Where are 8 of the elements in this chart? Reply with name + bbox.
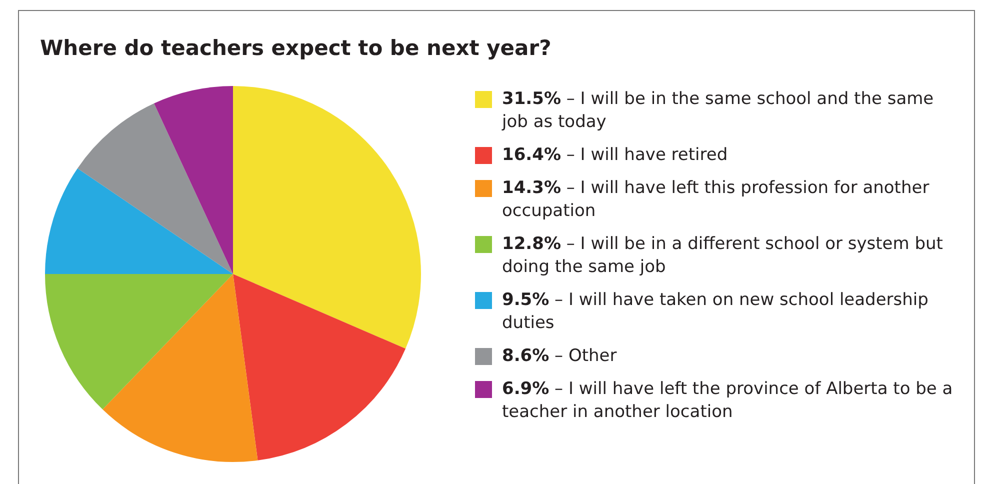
legend-label: 16.4% – I will have retired bbox=[502, 144, 728, 167]
legend-label: 12.8% – I will be in a different school or system but doing the same job bbox=[502, 233, 944, 279]
legend-label: 31.5% – I will be in the same school and the same job as today bbox=[502, 88, 935, 134]
chart-title: Where do teachers expect to be next year? bbox=[40, 36, 552, 60]
legend-label: 8.6% – Other bbox=[502, 345, 617, 368]
legend-label: 14.3% – I will have left this profession for another occupation bbox=[502, 177, 930, 223]
legend-label: 6.9% – I will have left the province of Alberta to be a teacher in another location bbox=[502, 378, 954, 424]
legend-label: 9.5% – I will have taken on new school leadership duties bbox=[502, 289, 930, 335]
